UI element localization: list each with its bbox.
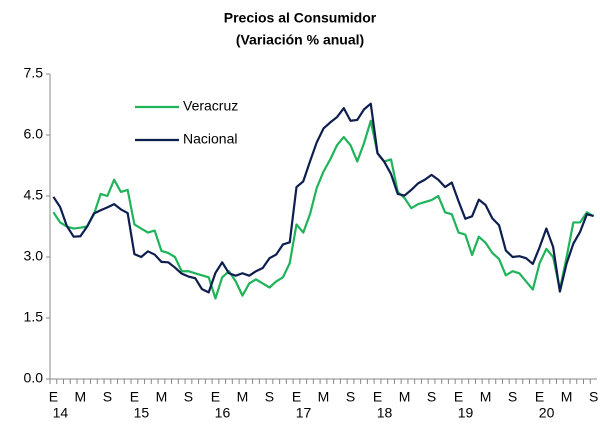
x-tick-label: S <box>589 389 598 405</box>
x-tick-label: M <box>75 389 87 405</box>
x-tick-label: E <box>292 389 301 405</box>
year-label: 17 <box>296 405 312 421</box>
y-tick-label: 4.5 <box>24 187 44 203</box>
year-label: 19 <box>458 405 474 421</box>
chart-title: Precios al Consumidor <box>224 10 377 26</box>
x-tick-label: M <box>156 389 168 405</box>
year-label: 16 <box>215 405 231 421</box>
legend-label: Veracruz <box>183 98 238 114</box>
y-tick-label: 1.5 <box>24 309 44 325</box>
series-line <box>52 119 595 300</box>
x-tick-label: E <box>49 389 58 405</box>
year-label: 14 <box>53 405 69 421</box>
x-tick-label: S <box>103 389 112 405</box>
y-tick-label: 0.0 <box>24 370 44 386</box>
chart-subtitle: (Variación % anual) <box>236 32 364 48</box>
y-tick-label: 3.0 <box>24 248 44 264</box>
series-line <box>52 102 594 294</box>
x-tick-label: M <box>561 389 573 405</box>
x-tick-label: E <box>454 389 463 405</box>
y-tick-label: 6.0 <box>24 126 44 142</box>
y-tick-label: 7.5 <box>24 65 44 81</box>
x-tick-label: M <box>480 389 492 405</box>
x-tick-label: E <box>373 389 382 405</box>
x-tick-label: S <box>427 389 436 405</box>
x-tick-label: S <box>265 389 274 405</box>
year-label: 18 <box>377 405 393 421</box>
x-tick-label: M <box>318 389 330 405</box>
x-tick-label: S <box>184 389 193 405</box>
x-tick-label: E <box>211 389 220 405</box>
legend-label: Nacional <box>183 131 237 147</box>
year-label: 15 <box>134 405 150 421</box>
x-tick-label: M <box>237 389 249 405</box>
x-tick-label: S <box>508 389 517 405</box>
x-tick-label: E <box>130 389 139 405</box>
x-tick-label: S <box>346 389 355 405</box>
x-tick-label: E <box>535 389 544 405</box>
x-tick-label: M <box>399 389 411 405</box>
year-label: 20 <box>539 405 555 421</box>
